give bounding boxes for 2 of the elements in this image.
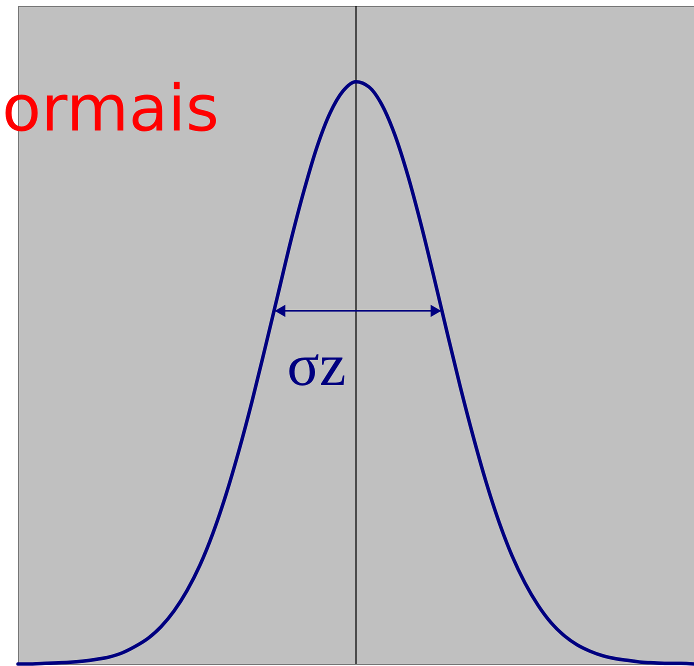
chart-title: ormais [2, 72, 220, 146]
annotation: σz [287, 332, 346, 398]
